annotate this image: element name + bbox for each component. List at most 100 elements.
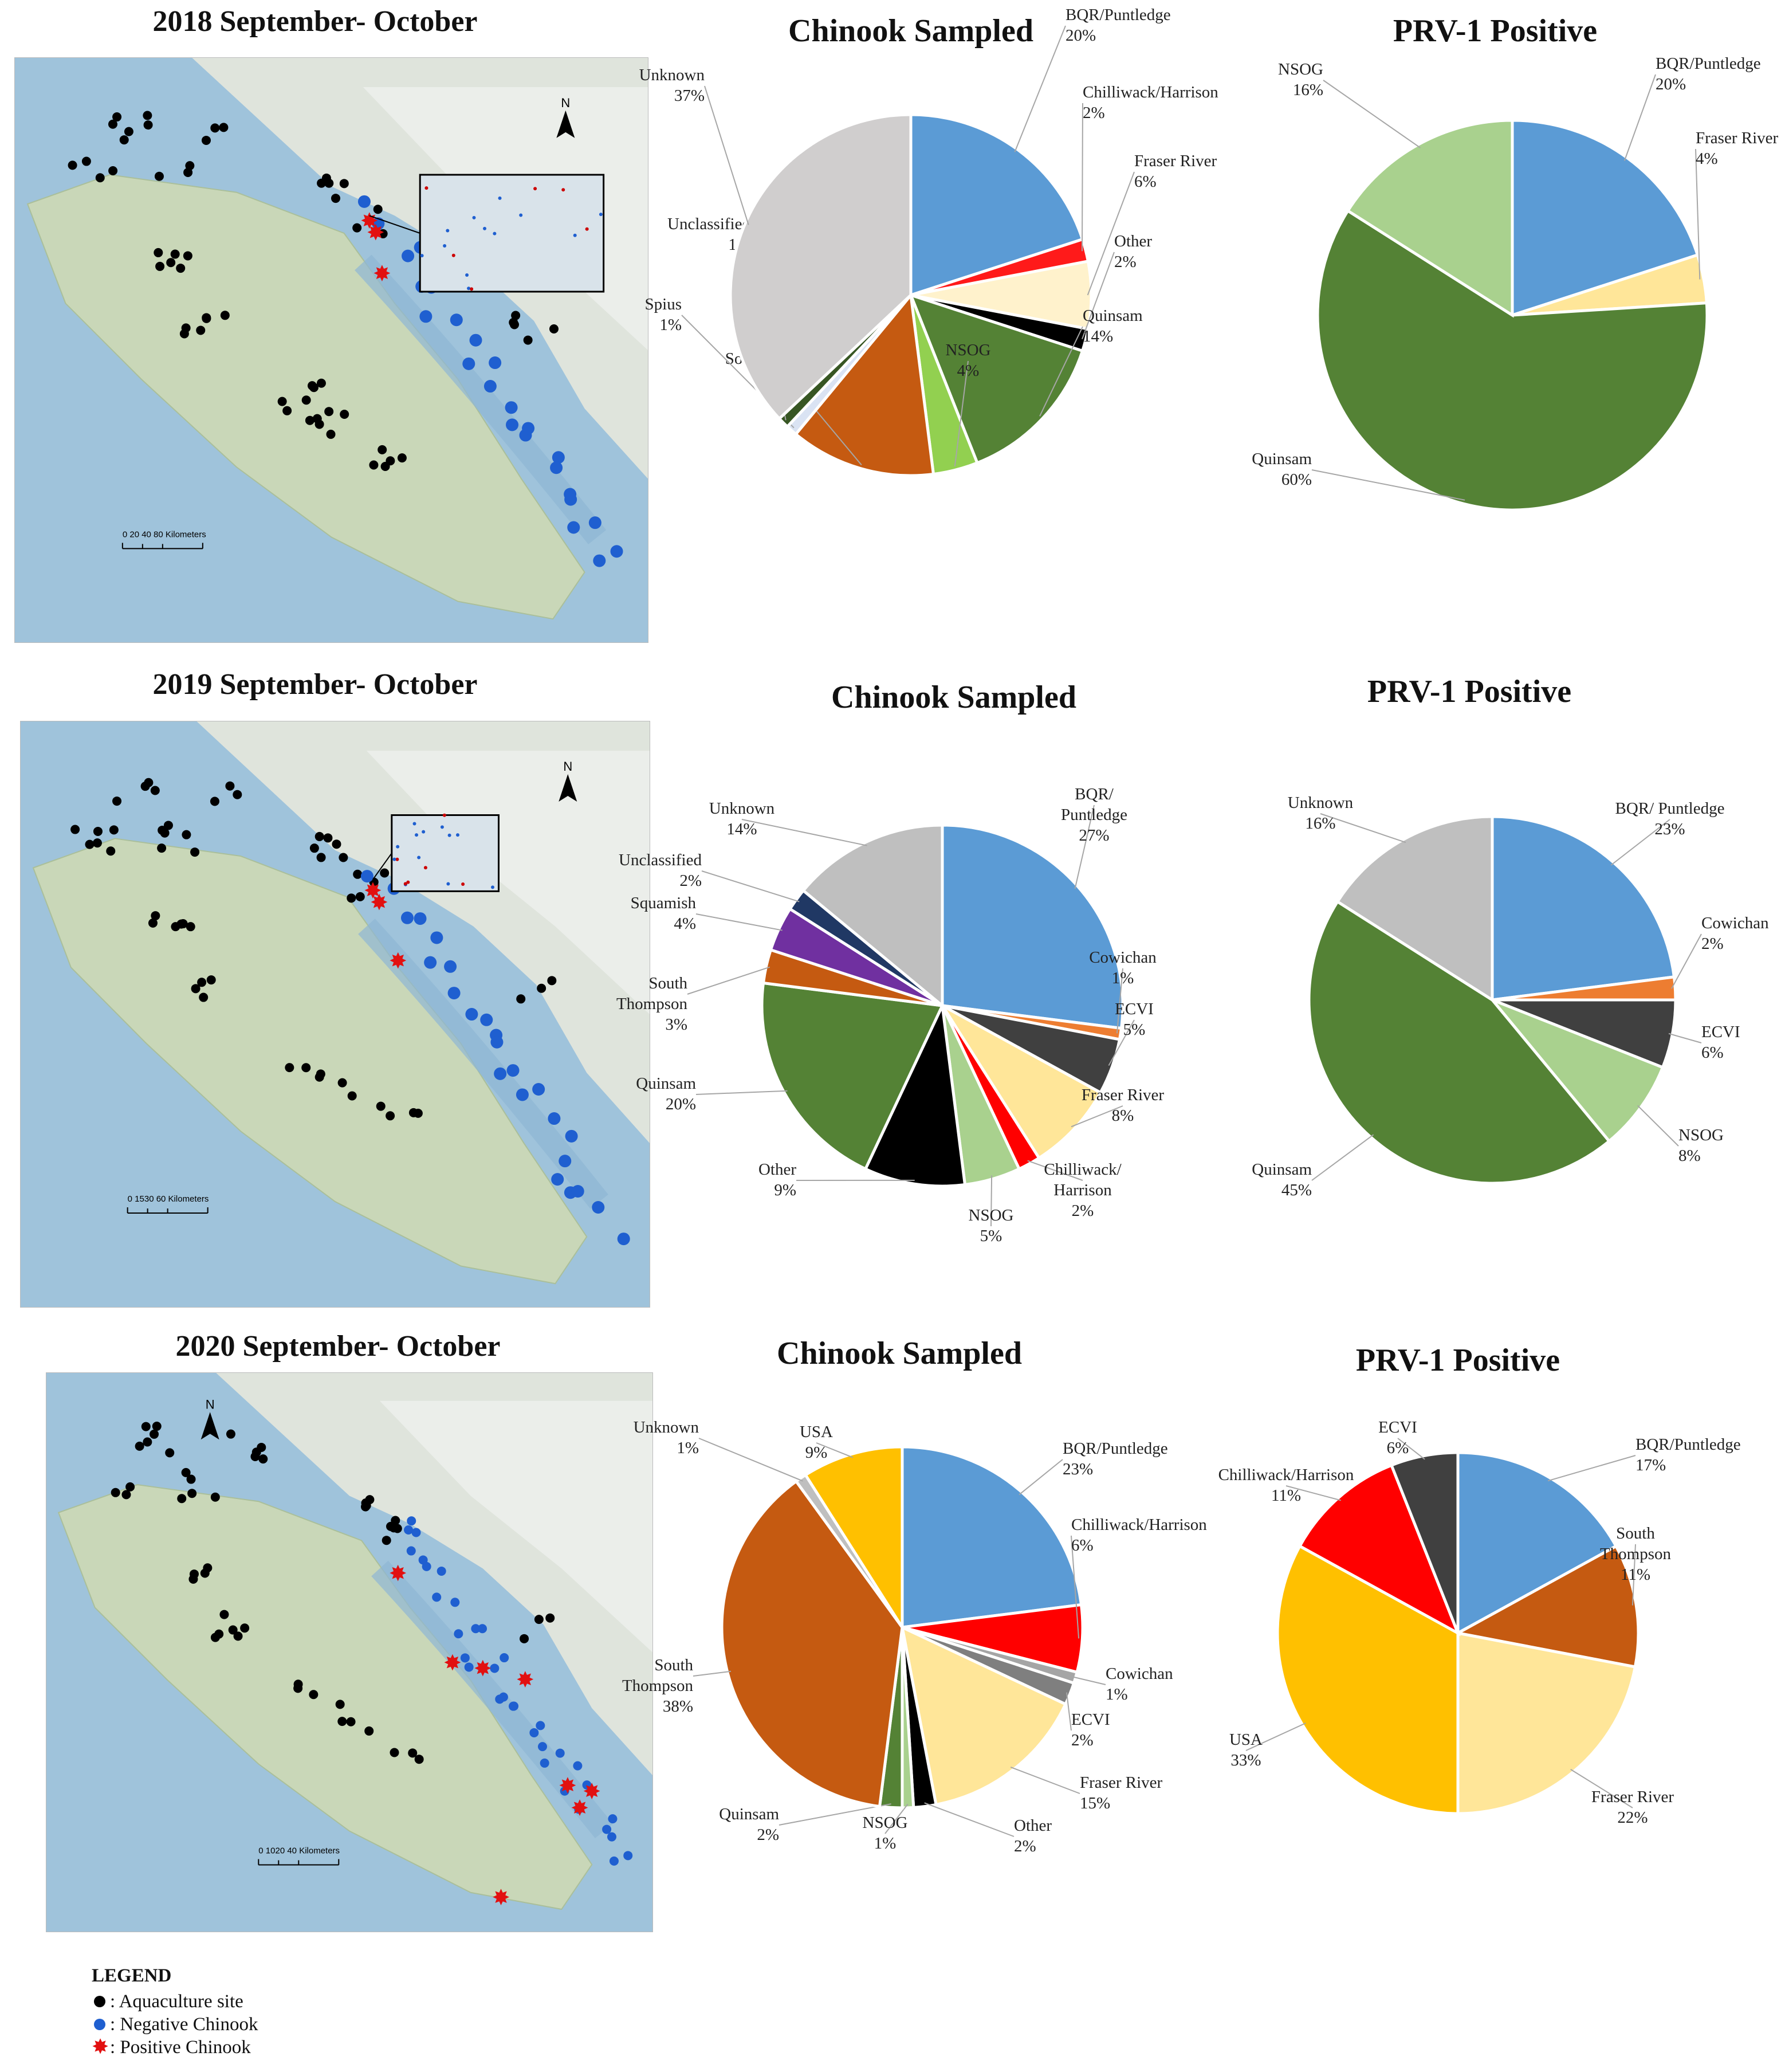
negative-chinook-marker bbox=[490, 1663, 500, 1673]
pie-slice bbox=[909, 113, 1084, 297]
aquaculture-site-marker bbox=[210, 796, 219, 806]
negative-chinook-marker bbox=[582, 1780, 592, 1790]
aquaculture-site-marker bbox=[177, 1494, 187, 1504]
pie-slice bbox=[1456, 1631, 1637, 1815]
aquaculture-site-marker bbox=[106, 846, 116, 856]
positive-chinook-marker: ✸ bbox=[370, 890, 388, 915]
aquaculture-site-marker bbox=[95, 173, 105, 183]
legend-label-negative: : Negative Chinook bbox=[110, 2014, 258, 2035]
aquaculture-site-marker bbox=[81, 156, 91, 166]
aquaculture-site-marker bbox=[258, 1454, 268, 1464]
pie-leader-line bbox=[695, 1090, 788, 1095]
aquaculture-site-marker bbox=[390, 1748, 399, 1757]
negative-chinook-marker bbox=[411, 1528, 421, 1537]
negative-chinook-marker bbox=[454, 1629, 463, 1639]
negative-chinook-marker bbox=[602, 1824, 612, 1834]
negative-chinook-marker bbox=[478, 1624, 487, 1634]
pie-leader-line bbox=[1623, 74, 1656, 161]
pie-2020-positive: BQR/Puntledge 17% South Thompson 11% Fraser R… bbox=[1218, 1418, 1741, 1827]
north-label: N bbox=[206, 1397, 215, 1411]
scale-bar bbox=[258, 1859, 340, 1866]
pie-leader-line bbox=[701, 870, 800, 902]
negative-chinook-marker bbox=[536, 1721, 545, 1730]
negative-chinook-marker bbox=[592, 1200, 605, 1214]
positive-chinook-marker: ✸ bbox=[389, 948, 407, 974]
negative-chinook-marker bbox=[407, 1516, 416, 1526]
negative-chinook-marker bbox=[571, 1184, 584, 1198]
pie-label: ECVI 6% bbox=[1701, 1023, 1740, 1062]
north-arrow-icon bbox=[556, 110, 575, 138]
pie-leader-line bbox=[1311, 469, 1465, 501]
aquaculture-site-marker bbox=[154, 248, 163, 257]
pie-slice bbox=[1335, 815, 1494, 1003]
map-inset-box bbox=[419, 174, 605, 293]
pie-label: Unknown 14% bbox=[709, 799, 775, 838]
negative-chinook-marker bbox=[608, 1814, 618, 1824]
aquaculture-site-marker bbox=[332, 839, 341, 849]
pie-label: Cowichan 1% bbox=[1106, 1665, 1173, 1704]
north-arrow-icon bbox=[200, 1412, 219, 1440]
aquaculture-site-marker bbox=[380, 868, 390, 878]
negative-chinook-marker bbox=[402, 249, 415, 262]
aquaculture-site-marker bbox=[373, 205, 383, 214]
aquaculture-site-marker bbox=[176, 264, 186, 273]
aquaculture-site-marker bbox=[277, 397, 287, 406]
aquaculture-site-marker bbox=[382, 1536, 391, 1545]
pie-slice bbox=[1511, 119, 1700, 317]
pie-2018-positive: BQR/Puntledge 20% Fraser River 4% Quinsam 60%… bbox=[1252, 54, 1778, 512]
pie-slice bbox=[1491, 815, 1676, 1002]
aquaculture-site-marker bbox=[124, 127, 133, 136]
chart-title-2018-sampled: Chinook Sampled bbox=[788, 13, 1033, 49]
pie-label: BQR/Puntledge 20% bbox=[1066, 6, 1171, 45]
aquaculture-site-marker bbox=[520, 1634, 529, 1643]
pie-leader-line bbox=[698, 1438, 803, 1482]
negative-chinook-marker bbox=[607, 1832, 616, 1842]
pie-slice bbox=[900, 1624, 1068, 1807]
negative-chinook-marker bbox=[422, 1561, 431, 1571]
aquaculture-site-marker bbox=[305, 415, 314, 425]
pie-leader-line bbox=[1323, 80, 1421, 148]
negative-chinook-marker bbox=[567, 521, 580, 534]
island-shape bbox=[32, 838, 588, 1285]
aquaculture-site-marker bbox=[108, 119, 117, 129]
aquaculture-site-marker bbox=[181, 1467, 191, 1477]
pie-slice bbox=[1389, 1451, 1460, 1634]
aquaculture-site-marker bbox=[197, 978, 207, 987]
aquaculture-site-marker bbox=[219, 1610, 229, 1619]
aquaculture-site-marker bbox=[186, 922, 195, 932]
negative-chinook-marker bbox=[500, 1653, 509, 1663]
pie-label: South Thompson 3% bbox=[616, 974, 688, 1034]
aquaculture-site-marker bbox=[523, 335, 533, 345]
aquaculture-site-marker bbox=[309, 1690, 319, 1700]
black-dot-icon bbox=[92, 1991, 108, 2012]
aquaculture-site-marker bbox=[181, 323, 191, 333]
negative-chinook-marker bbox=[509, 1701, 519, 1711]
legend-item-aquaculture: : Aquaculture site bbox=[92, 1990, 258, 2013]
aquaculture-site-marker bbox=[378, 445, 387, 454]
aquaculture-site-marker bbox=[285, 1063, 294, 1073]
north-label: N bbox=[561, 96, 570, 110]
pie-leader-line bbox=[1320, 813, 1406, 843]
aquaculture-site-marker bbox=[397, 453, 407, 463]
aquaculture-site-marker bbox=[337, 1078, 347, 1088]
positive-chinook-marker: ✸ bbox=[559, 1773, 577, 1799]
pie-leader-line bbox=[1074, 805, 1095, 889]
positive-chinook-marker: ✸ bbox=[583, 1779, 601, 1804]
pie-leader-line bbox=[884, 1803, 909, 1834]
north-label: N bbox=[563, 759, 572, 774]
aquaculture-site-marker bbox=[183, 251, 192, 261]
pie-leader-line bbox=[1570, 1769, 1633, 1808]
pie-label: NSOG 1% bbox=[863, 1814, 908, 1853]
aquaculture-site-marker bbox=[225, 781, 235, 791]
aquaculture-site-marker bbox=[219, 123, 229, 132]
aquaculture-site-marker bbox=[206, 975, 216, 985]
aquaculture-site-marker bbox=[199, 992, 209, 1002]
pie-leader-line bbox=[1071, 1105, 1123, 1128]
aquaculture-site-marker bbox=[355, 892, 365, 901]
positive-chinook-marker: ✸ bbox=[360, 209, 379, 234]
aquaculture-site-marker bbox=[187, 1489, 197, 1498]
legend-title: LEGEND bbox=[92, 1965, 172, 1986]
aquaculture-site-marker bbox=[314, 1072, 324, 1082]
pie-label: South Thompson 38% bbox=[622, 1656, 694, 1716]
aquaculture-site-marker bbox=[163, 821, 173, 830]
